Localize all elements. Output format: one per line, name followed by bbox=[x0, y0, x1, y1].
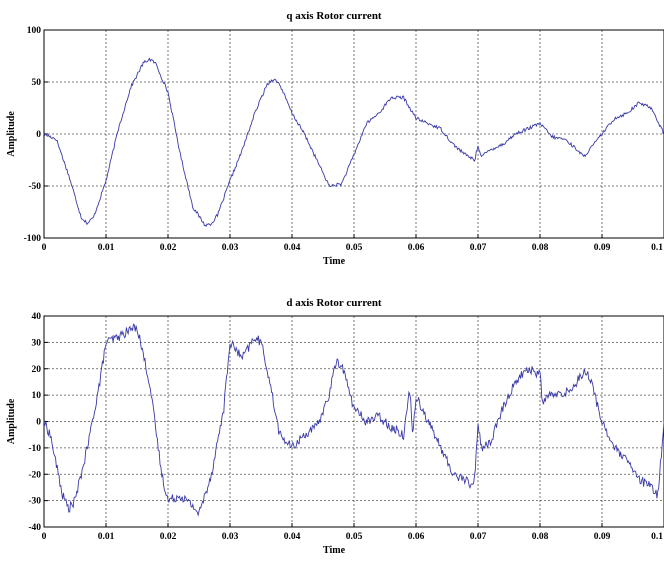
q-axis-rotor-current-chart: q axis Rotor current Time Amplitude 0 0.0… bbox=[6, 10, 664, 267]
y-tick-label: 0 bbox=[36, 130, 41, 140]
y-tick-label: -30 bbox=[28, 497, 41, 507]
x-tick-label: 0.09 bbox=[594, 243, 611, 253]
x-axis-label: Time bbox=[323, 256, 346, 267]
x-tick-label: 0.06 bbox=[408, 532, 425, 542]
x-tick-label: 0.07 bbox=[470, 532, 487, 542]
x-tick-label: 0.08 bbox=[532, 243, 549, 253]
x-tick-label: 0 bbox=[42, 532, 47, 542]
x-tick-label: 0.01 bbox=[98, 243, 115, 253]
x-tick-label: 0.1 bbox=[651, 532, 663, 542]
x-tick-label: 0.02 bbox=[160, 243, 177, 253]
y-tick-label: 0 bbox=[36, 418, 41, 428]
y-tick-label: 20 bbox=[32, 365, 42, 375]
chart-title: q axis Rotor current bbox=[286, 10, 382, 22]
x-tick-label: 0.07 bbox=[470, 243, 487, 253]
x-tick-label: 0.1 bbox=[651, 243, 663, 253]
series-line bbox=[43, 57, 664, 227]
d-axis-rotor-current-chart: d axis Rotor current Time Amplitude 0 0.0… bbox=[6, 297, 664, 556]
y-tick-label: -10 bbox=[28, 444, 41, 454]
x-axis-label: Time bbox=[323, 545, 346, 556]
y-tick-label: 40 bbox=[32, 312, 42, 322]
y-tick-label: 50 bbox=[32, 78, 42, 88]
y-tick-label: -40 bbox=[28, 523, 41, 533]
x-tick-label: 0.04 bbox=[284, 243, 301, 253]
y-axis-label: Amplitude bbox=[6, 111, 17, 157]
x-tick-label: 0.02 bbox=[160, 532, 177, 542]
x-tick-label: 0.04 bbox=[284, 532, 301, 542]
chart-title: d axis Rotor current bbox=[286, 297, 382, 309]
x-tick-label: 0.06 bbox=[408, 243, 425, 253]
x-tick-label: 0.03 bbox=[222, 243, 239, 253]
y-axis-label: Amplitude bbox=[6, 398, 17, 444]
x-tick-label: 0.08 bbox=[532, 532, 549, 542]
x-tick-label: 0.09 bbox=[594, 532, 611, 542]
x-tick-label: 0.05 bbox=[346, 532, 363, 542]
series-line bbox=[43, 323, 664, 517]
y-tick-label: -20 bbox=[28, 470, 41, 480]
y-tick-label: -100 bbox=[24, 234, 42, 244]
y-tick-label: 30 bbox=[32, 338, 42, 348]
y-tick-label: 100 bbox=[27, 26, 42, 36]
x-tick-label: 0.03 bbox=[222, 532, 239, 542]
y-tick-label: -50 bbox=[28, 182, 41, 192]
y-tick-label: 10 bbox=[32, 391, 42, 401]
x-tick-label: 0 bbox=[42, 243, 47, 253]
x-tick-label: 0.01 bbox=[98, 532, 115, 542]
x-tick-label: 0.05 bbox=[346, 243, 363, 253]
